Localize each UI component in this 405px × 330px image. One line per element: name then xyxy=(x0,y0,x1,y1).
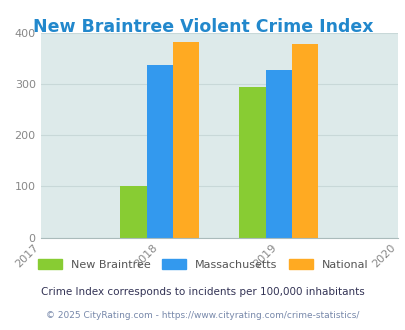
Text: New Braintree Violent Crime Index: New Braintree Violent Crime Index xyxy=(33,18,372,36)
Bar xyxy=(291,44,317,238)
Bar xyxy=(265,70,291,238)
Bar xyxy=(173,42,198,238)
Text: © 2025 CityRating.com - https://www.cityrating.com/crime-statistics/: © 2025 CityRating.com - https://www.city… xyxy=(46,311,359,320)
Bar xyxy=(239,87,265,238)
Legend: New Braintree, Massachusetts, National: New Braintree, Massachusetts, National xyxy=(33,255,372,274)
Bar xyxy=(120,186,146,238)
Bar xyxy=(146,65,173,238)
Text: Crime Index corresponds to incidents per 100,000 inhabitants: Crime Index corresponds to incidents per… xyxy=(41,287,364,297)
